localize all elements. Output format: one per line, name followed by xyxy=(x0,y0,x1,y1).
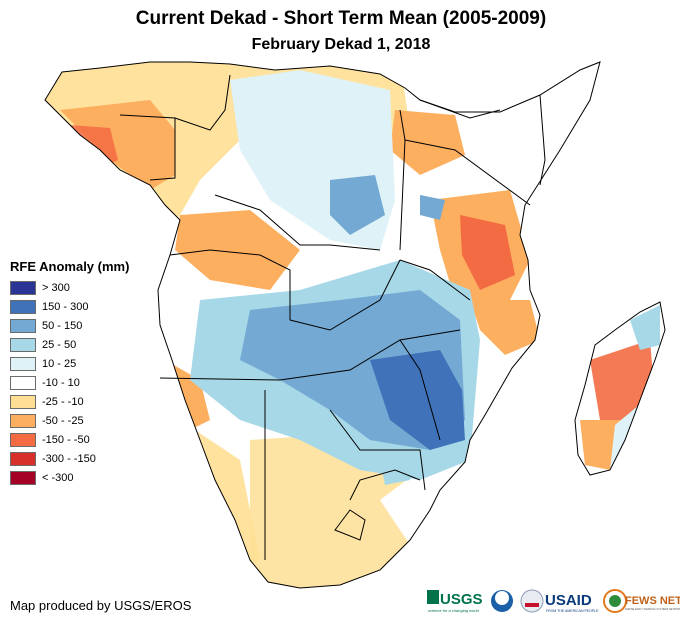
usaid-logo-text: USAID xyxy=(545,592,592,609)
coastline xyxy=(44,61,666,589)
legend-swatch xyxy=(10,451,36,466)
usaid-tagline: FROM THE AMERICAN PEOPLE xyxy=(546,609,599,613)
country-borders xyxy=(119,74,546,560)
legend-swatch xyxy=(10,394,36,409)
legend-item: < -300 xyxy=(10,468,129,487)
usaid-seal xyxy=(520,589,544,613)
legend-swatch xyxy=(10,337,36,352)
fewsnet-logo: FEWS NET FAMINE EARLY WARNING SYSTEMS NE… xyxy=(603,589,680,613)
legend-item: -150 - -50 xyxy=(10,430,129,449)
legend-label: < -300 xyxy=(42,471,74,484)
legend-item: > 300 xyxy=(10,278,129,297)
legend-title: RFE Anomaly (mm) xyxy=(10,259,130,274)
legend-swatch xyxy=(10,356,36,371)
legend-item: 150 - 300 xyxy=(10,297,129,316)
legend-label: 50 - 150 xyxy=(42,319,83,332)
noaa-logo xyxy=(491,590,513,612)
legend-swatch xyxy=(10,432,36,447)
legend-label: -300 - -150 xyxy=(42,452,96,465)
legend-label: 150 - 300 xyxy=(42,300,89,313)
legend: RFE Anomaly (mm) > 300 150 - 300 50 - 150 2… xyxy=(10,259,129,487)
usgs-tagline: science for a changing world xyxy=(428,608,479,613)
anomaly-map xyxy=(44,61,666,589)
legend-swatch xyxy=(10,375,36,390)
legend-label: 10 - 25 xyxy=(42,357,77,370)
legend-label: -50 - -25 xyxy=(42,414,84,427)
map-credit: Map produced by USGS/EROS xyxy=(10,598,192,613)
legend-item: -10 - 10 xyxy=(10,373,129,392)
map-subtitle: February Dekad 1, 2018 xyxy=(251,36,431,53)
usaid-logo: USAID FROM THE AMERICAN PEOPLE xyxy=(545,592,599,613)
partner-logos: USGS science for a changing world USAID … xyxy=(427,589,680,613)
map-title: Current Dekad - Short Term Mean (2005-20… xyxy=(135,8,547,29)
legend-item: -25 - -10 xyxy=(10,392,129,411)
legend-label: > 300 xyxy=(42,281,70,294)
legend-swatch xyxy=(10,280,36,295)
legend-item: -300 - -150 xyxy=(10,449,129,468)
legend-item: -50 - -25 xyxy=(10,411,129,430)
legend-swatch xyxy=(10,413,36,428)
legend-item: 25 - 50 xyxy=(10,335,129,354)
fewsnet-tagline: FAMINE EARLY WARNING SYSTEMS NETWORK xyxy=(625,608,680,611)
legend-label: -10 - 10 xyxy=(42,376,80,389)
usgs-logo-text: USGS xyxy=(440,591,483,608)
legend-item: 50 - 150 xyxy=(10,316,129,335)
legend-swatch xyxy=(10,318,36,333)
fewsnet-logo-text: FEWS NET xyxy=(625,595,680,607)
legend-label: -25 - -10 xyxy=(42,395,84,408)
legend-label: 25 - 50 xyxy=(42,338,77,351)
legend-swatch xyxy=(10,299,36,314)
legend-label: -150 - -50 xyxy=(42,433,90,446)
legend-swatch xyxy=(10,470,36,485)
usgs-logo: USGS science for a changing world xyxy=(427,590,483,613)
legend-item: 10 - 25 xyxy=(10,354,129,373)
